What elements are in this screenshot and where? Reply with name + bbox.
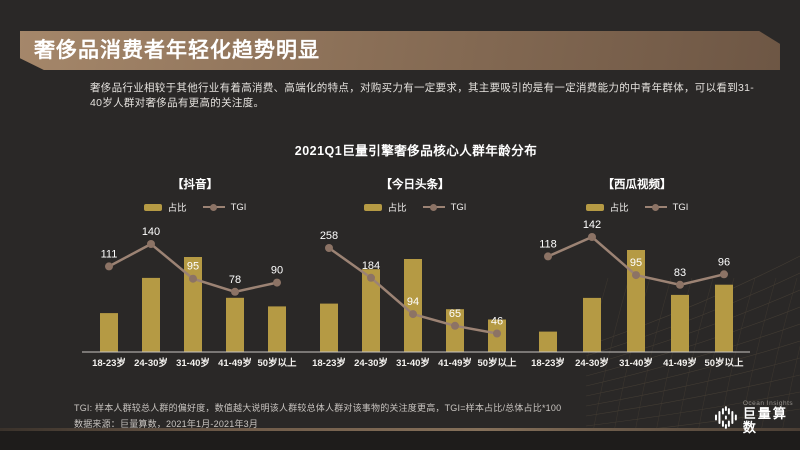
- bar-legend-swatch: [143, 203, 162, 211]
- bar-西瓜视频-18-23岁: [539, 331, 557, 352]
- x-tick-label: 41-49岁: [218, 357, 252, 369]
- tgi-value-label: 111: [101, 248, 118, 260]
- chart-douyin: 111 140 95 78 90 18-23岁 24-30岁 31-40岁 41-49岁 50岁以…: [82, 226, 308, 369]
- chart-section-title: 2021Q1巨量引擎奢侈品核心人群年龄分布: [294, 144, 538, 158]
- tgi-marker: [367, 273, 375, 282]
- brand-name-cn: 巨量算数: [742, 406, 788, 435]
- bar-抖音-41-49岁: [226, 297, 244, 352]
- bar-西瓜视频-50岁以上: [715, 284, 733, 352]
- tgi-marker: [325, 244, 333, 252]
- tgi-marker: [632, 271, 640, 280]
- panel-xigua: 【西瓜视频】 占比 TGI 118 142 95 83 96 18-23岁 24-30岁 31…: [522, 176, 752, 374]
- bar-legend-swatch: [585, 203, 604, 211]
- bottom-strip: [0, 430, 800, 450]
- tgi-value-label: 46: [491, 316, 503, 328]
- x-tick-label: 50岁以上: [477, 357, 517, 369]
- brand-text: Ocean Insights 巨量算数: [743, 400, 800, 435]
- tgi-marker: [720, 270, 728, 279]
- x-tick-label: 41-49岁: [438, 357, 472, 369]
- x-tick-label: 31-40岁: [619, 357, 653, 369]
- ocean-insights-logo-icon: [714, 406, 737, 429]
- x-tick-label: 18-23岁: [531, 357, 565, 369]
- tgi-value-label: 96: [718, 256, 730, 268]
- tgi-value-label: 65: [449, 308, 461, 320]
- x-tick-label: 50岁以上: [257, 357, 297, 369]
- bar-legend-label: 占比: [167, 203, 187, 214]
- tgi-value-label: 140: [142, 226, 160, 238]
- line-legend-marker: [202, 203, 225, 211]
- footer-notes: TGI: 样本人群较总人群的偏好度，数值越大说明该人群较总体人群对该事物的关注度…: [74, 400, 561, 432]
- tgi-value-label: 95: [187, 261, 199, 273]
- bar-抖音-50岁以上: [268, 306, 286, 352]
- tgi-value-label: 258: [320, 230, 338, 242]
- bar-今日头条-18-23岁: [320, 303, 338, 352]
- bar-今日头条-41-49岁: [446, 309, 464, 352]
- bar-legend-swatch: [363, 203, 382, 211]
- tgi-marker: [451, 321, 459, 330]
- x-tick-label: 31-40岁: [176, 357, 210, 369]
- tgi-value-label: 184: [362, 260, 380, 272]
- bar-legend-label: 占比: [609, 203, 629, 214]
- tgi-value-label: 78: [229, 274, 241, 286]
- brand-block: Ocean Insights 巨量算数: [714, 400, 800, 435]
- tgi-value-label: 83: [674, 267, 686, 279]
- panel-title-toutiao: 【今日头条】: [380, 179, 450, 191]
- tgi-marker: [231, 287, 239, 296]
- intro-text: 奢侈品行业相较于其他行业有着高消费、高端化的特点，对购买力有一定要求，其主要吸引…: [90, 81, 770, 111]
- bar-抖音-18-23岁: [100, 313, 118, 352]
- footer-separator-line: [0, 428, 800, 431]
- x-tick-label: 41-49岁: [663, 357, 697, 369]
- data-source-note: 数据来源：巨量算数，2021年1月-2021年3月: [74, 419, 259, 429]
- x-tick-label: 31-40岁: [396, 357, 430, 369]
- x-tick-label: 24-30岁: [354, 357, 388, 369]
- panel-title-douyin: 【抖音】: [172, 179, 218, 191]
- panel-title-xigua: 【西瓜视频】: [602, 179, 672, 191]
- x-tick-label: 50岁以上: [704, 357, 744, 369]
- tgi-marker: [409, 310, 417, 319]
- bar-今日头条-24-30岁: [362, 269, 380, 352]
- tgi-value-label: 94: [407, 296, 419, 308]
- chart-toutiao: 258 184 94 65 46 18-23岁 24-30岁 31-40岁 41-49岁 50岁以…: [302, 230, 528, 369]
- tgi-value-label: 95: [630, 257, 642, 269]
- chart-xigua: 118 142 95 83 96 18-23岁 24-30岁 31-40岁 41-49岁 50岁以…: [524, 219, 750, 369]
- legend-douyin: 占比 TGI: [80, 201, 310, 214]
- tgi-marker: [147, 240, 155, 248]
- header-bar: 奢侈品消费者年轻化趋势明显: [20, 31, 780, 70]
- panel-douyin: 【抖音】 占比 TGI 111 140 95 78 90 18-23岁 24-30岁 31-4…: [80, 176, 310, 374]
- intro-line-2: 40岁人群对奢侈品有更高的关注度。: [90, 97, 265, 109]
- legend-toutiao: 占比 TGI: [300, 201, 530, 214]
- x-tick-label: 18-23岁: [312, 357, 346, 369]
- tgi-marker: [588, 233, 596, 241]
- tgi-marker: [493, 329, 501, 338]
- x-tick-label: 18-23岁: [92, 357, 126, 369]
- x-tick-label: 24-30岁: [575, 357, 609, 369]
- bar-今日头条-31-40岁: [404, 259, 422, 352]
- tgi-marker: [273, 278, 281, 287]
- tgi-marker: [105, 262, 113, 271]
- panel-toutiao: 【今日头条】 占比 TGI 258 184 94 65 46 18-23岁 24-30岁 31…: [300, 176, 530, 374]
- tgi-marker: [676, 280, 684, 289]
- intro-line-1: 奢侈品行业相较于其他行业有着高消费、高端化的特点，对购买力有一定要求，其主要吸引…: [90, 82, 755, 94]
- tgi-value-label: 90: [271, 265, 283, 277]
- line-legend-marker: [422, 203, 445, 211]
- line-legend-label: TGI: [672, 201, 689, 213]
- bar-西瓜视频-24-30岁: [583, 297, 601, 352]
- tgi-marker: [544, 252, 552, 261]
- bar-抖音-24-30岁: [142, 277, 160, 352]
- line-legend-marker: [644, 203, 667, 211]
- tgi-value-label: 118: [539, 238, 557, 250]
- x-tick-label: 24-30岁: [134, 357, 168, 369]
- tgi-definition-note: TGI: 样本人群较总人群的偏好度，数值越大说明该人群较总体人群对该事物的关注度…: [74, 403, 562, 413]
- line-legend-label: TGI: [230, 201, 247, 213]
- line-legend-label: TGI: [450, 201, 467, 213]
- bar-西瓜视频-41-49岁: [671, 294, 689, 352]
- tgi-value-label: 142: [583, 219, 601, 231]
- page-title: 奢侈品消费者年轻化趋势明显: [34, 39, 320, 62]
- bar-legend-label: 占比: [387, 203, 407, 214]
- tgi-marker: [189, 274, 197, 283]
- legend-xigua: 占比 TGI: [522, 201, 752, 214]
